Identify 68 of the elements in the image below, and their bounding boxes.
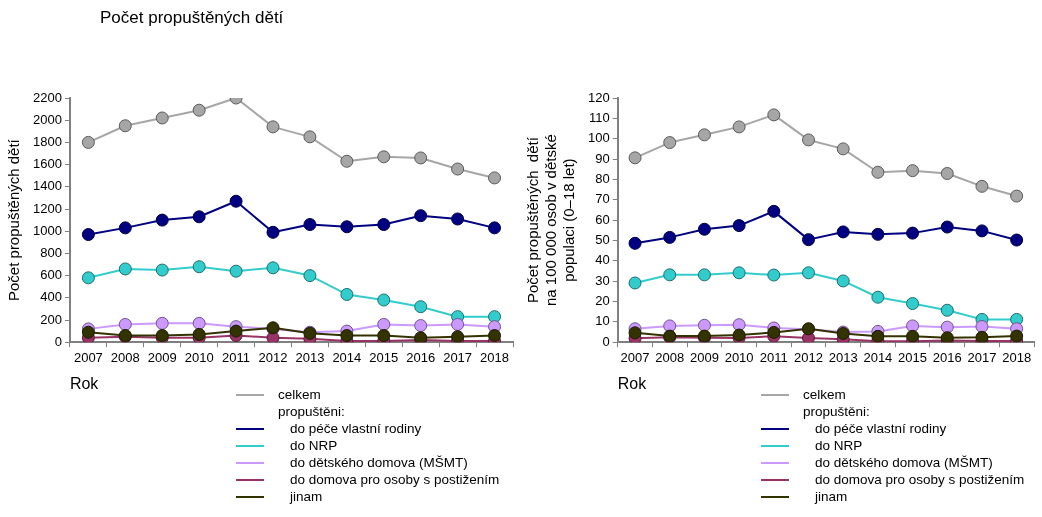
legend-label: do NRP: [815, 437, 863, 454]
y-tick-label: 110: [588, 109, 610, 125]
y-tick-label: 50: [595, 232, 610, 248]
legend-label: do domova pro osoby s postižením: [815, 471, 1025, 488]
x-tick-label: 2015: [898, 349, 928, 365]
y-tick-label: 60: [595, 211, 610, 227]
y-tick-label: 200: [40, 311, 62, 327]
x-tick-label: 2012: [794, 349, 823, 365]
x-tick-label: 2016: [932, 349, 962, 365]
x-tick-label: 2009: [147, 349, 177, 365]
y-tick-label: 1400: [33, 178, 62, 194]
y-tick-label: 600: [40, 267, 62, 283]
x-tick-label: 2008: [655, 349, 685, 365]
legend-label: do péče vlastní rodiny: [815, 420, 947, 437]
x-tick-label: 2018: [480, 349, 509, 365]
y-axis-title: Počet propuštěných dětí: [5, 138, 23, 301]
legend-label: jinam: [290, 488, 323, 505]
y-tick-label: 1200: [33, 200, 62, 216]
y-tick-label: 100: [587, 130, 610, 146]
x-axis-title: Rok: [69, 374, 100, 392]
x-axis-title: Rok: [617, 374, 648, 392]
x-tick-label: 2018: [1002, 349, 1032, 365]
x-tick-label: 2007: [73, 349, 103, 365]
x-tick-label: 2011: [222, 349, 251, 365]
legend-label: celkem: [278, 386, 321, 403]
x-tick-label: 2009: [689, 349, 719, 365]
x-tick-label: 2015: [369, 349, 399, 365]
legend-label: celkem: [803, 386, 846, 403]
x-tick-label: 2010: [724, 349, 754, 365]
x-tick-label: 2007: [620, 349, 650, 365]
y-tick-label: 70: [595, 191, 610, 207]
y-tick-label: 0: [602, 333, 610, 349]
x-tick-label: 2008: [110, 349, 140, 365]
y-tick-label: 120: [587, 89, 610, 105]
y-tick-label: 40: [595, 252, 610, 268]
y-axis-title: Počet propuštěných dětí na 100 000 osob v dětské populaci (0–18 let): [524, 134, 578, 306]
x-tick-label: 2017: [967, 349, 997, 365]
y-tick-label: 30: [595, 272, 610, 288]
legend-label: do péče vlastní rodiny: [290, 420, 422, 437]
y-tick-label: 0: [54, 333, 62, 349]
x-tick-label: 2014: [332, 349, 362, 365]
legend-title: propuštěni:: [803, 403, 871, 420]
y-tick-label: 1600: [33, 156, 62, 172]
y-tick-label: 1800: [33, 133, 62, 149]
y-tick-label: 80: [595, 170, 610, 186]
x-tick-label: 2016: [406, 349, 436, 365]
x-tick-label: 2012: [258, 349, 288, 365]
x-tick-label: 2010: [184, 349, 214, 365]
x-tick-label: 2017: [443, 349, 473, 365]
x-tick-label: 2014: [863, 349, 893, 365]
x-tick-label: 2013: [295, 349, 325, 365]
legend-label: do dětského domova (MŠMT): [815, 454, 993, 471]
legend-label: do dětského domova (MŠMT): [290, 454, 468, 471]
chart-title: Počet propuštěných dětí: [100, 8, 284, 28]
y-tick-label: 2000: [33, 111, 62, 127]
y-tick-label: 400: [40, 289, 62, 305]
legend-label: jinam: [815, 488, 848, 505]
y-tick-label: 2200: [33, 89, 62, 105]
legend-title: propuštěni:: [278, 403, 346, 420]
y-tick-label: 800: [40, 244, 62, 260]
legend-label: do domova pro osoby s postižením: [290, 471, 500, 488]
x-tick-label: 2011: [759, 349, 788, 365]
y-tick-label: 1000: [33, 222, 62, 238]
x-tick-label: 2013: [828, 349, 858, 365]
y-tick-label: 20: [595, 293, 610, 309]
legend-label: do NRP: [290, 437, 338, 454]
y-tick-label: 10: [595, 313, 610, 329]
y-tick-label: 90: [595, 150, 610, 166]
